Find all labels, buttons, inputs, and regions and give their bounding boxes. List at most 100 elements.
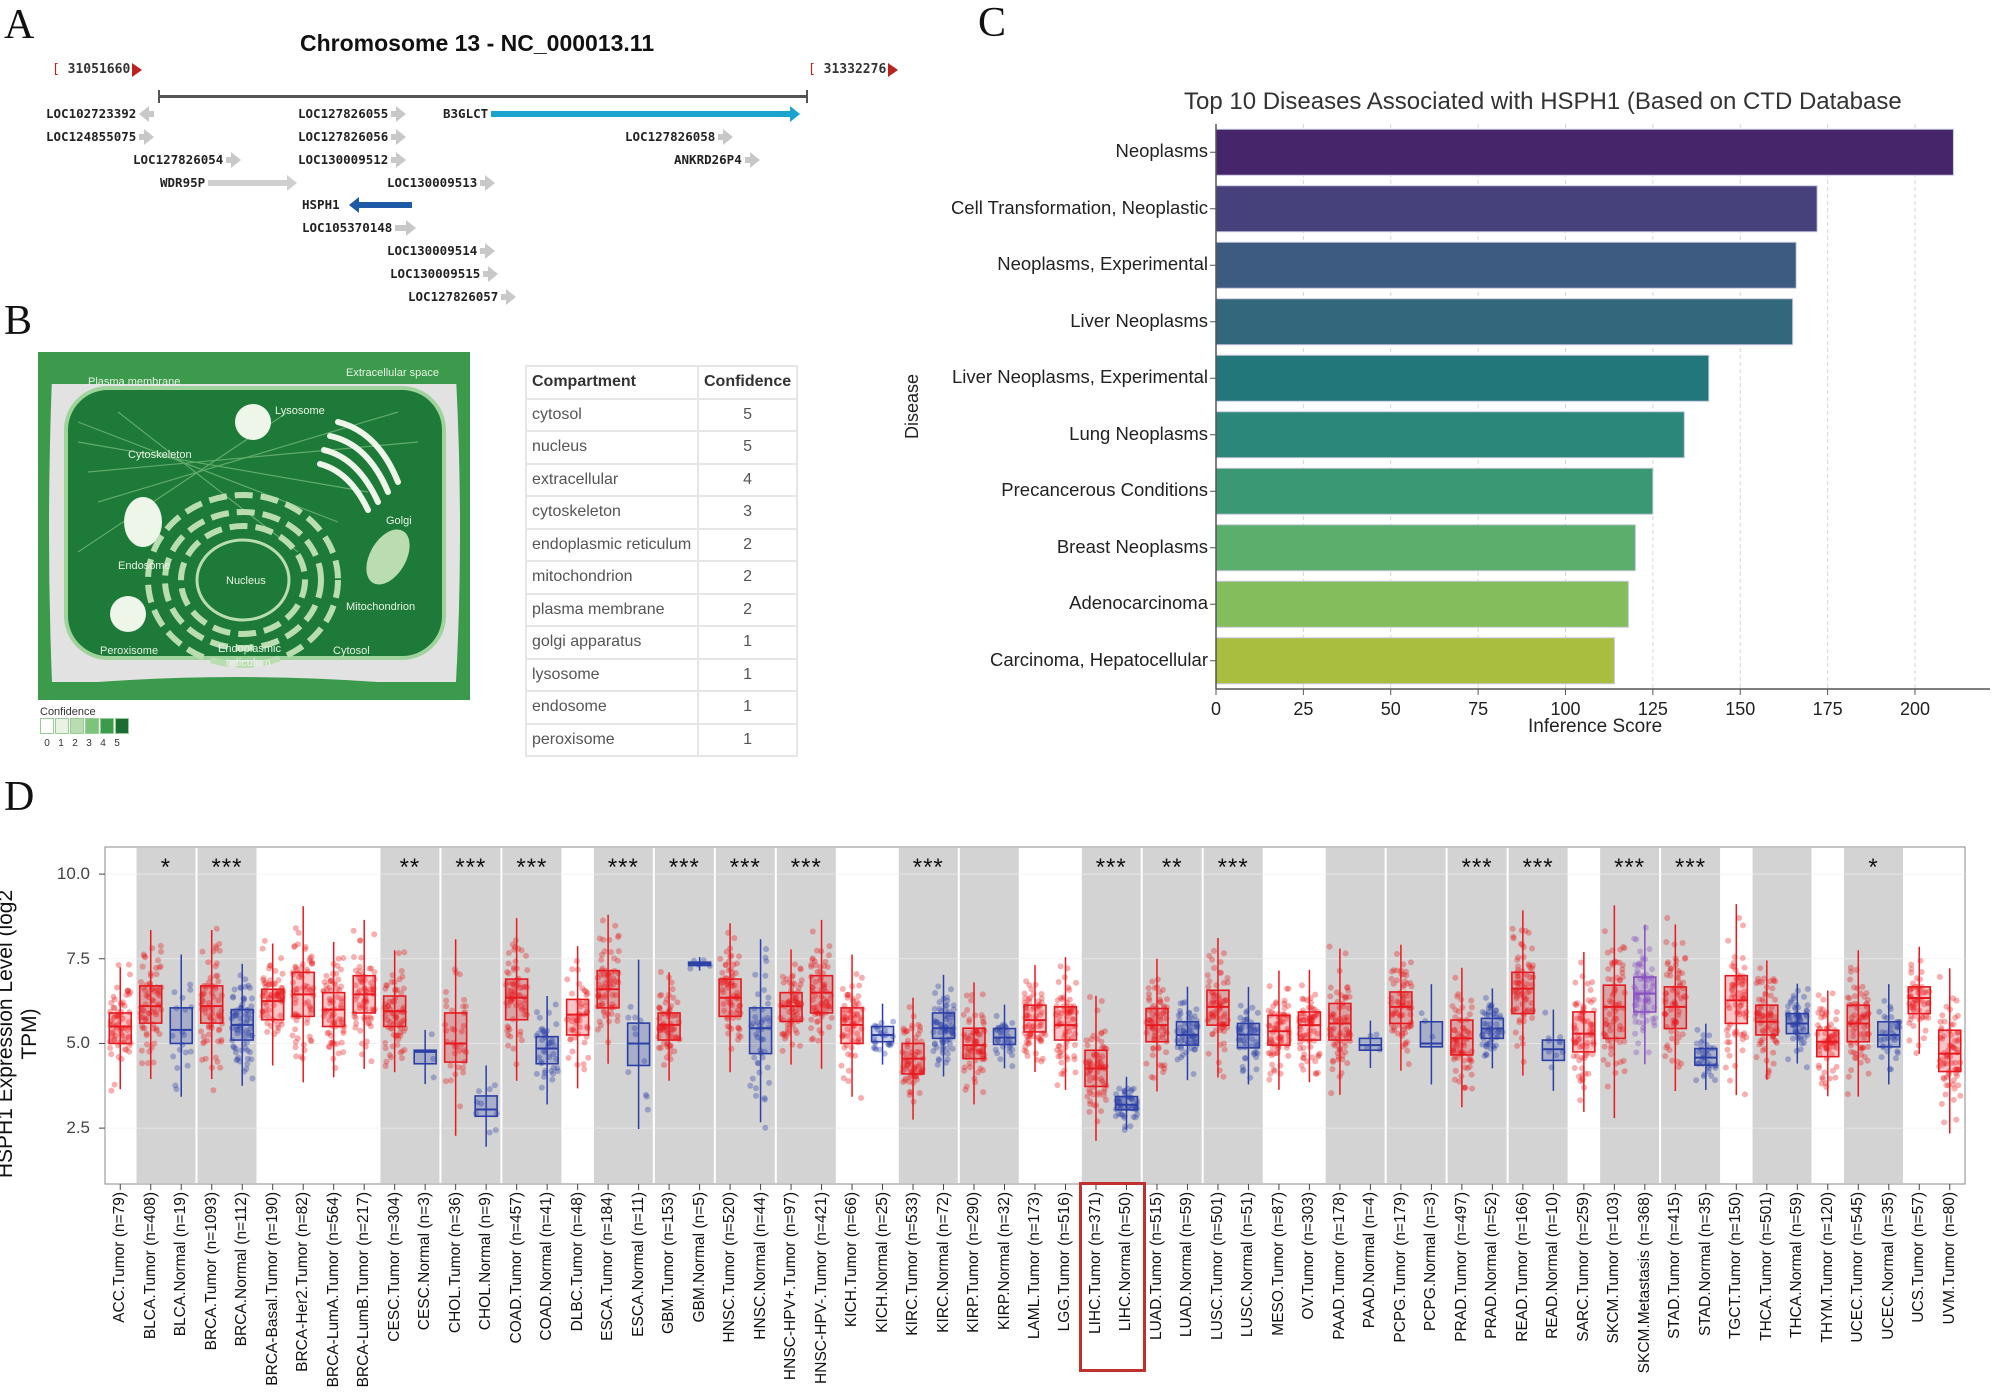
jitter-point [338, 1019, 345, 1026]
jitter-point [382, 1045, 389, 1052]
jitter-point [292, 1026, 299, 1033]
jitter-point [476, 1088, 483, 1095]
gene-item[interactable]: WDR95P [160, 174, 298, 191]
jitter-point [357, 1027, 364, 1034]
category-label: BRCA.Normal (n=112) [233, 1192, 251, 1347]
end-coordinate: [ 31332276 [808, 62, 899, 77]
jitter-point [1510, 933, 1517, 940]
jitter-point [111, 1037, 118, 1044]
jitter-point [202, 1055, 209, 1062]
category-label: Precancerous Conditions [1001, 479, 1208, 501]
gene-name: LOC127826057 [408, 289, 499, 304]
jitter-point [1481, 1052, 1488, 1059]
jitter-point [1612, 1069, 1619, 1076]
jitter-point [1066, 986, 1073, 993]
jitter-point [872, 1046, 879, 1053]
jitter-point [1892, 1055, 1899, 1062]
jitter-point [1801, 1039, 1808, 1046]
jitter-point [993, 1012, 1000, 1019]
jitter-point [1576, 1097, 1583, 1104]
jitter-point [1770, 1049, 1777, 1056]
jitter-point [398, 1020, 405, 1027]
box-tumor [320, 941, 348, 1078]
jitter-point [275, 993, 282, 1000]
cell-labels: Plasma membrane Extracellular space Lyso… [88, 367, 439, 669]
jitter-point [972, 1012, 979, 1019]
jitter-point [266, 1007, 273, 1014]
gene-item[interactable]: LOC130009514 [387, 242, 496, 259]
jitter-point [324, 986, 331, 993]
jitter-point [396, 976, 403, 983]
gene-item[interactable]: LOC124855075 [46, 128, 155, 145]
gene-item[interactable]: LOC127826056 [298, 128, 407, 145]
jitter-point [307, 1004, 314, 1011]
jitter-point [1859, 1044, 1866, 1051]
jitter-point [352, 982, 359, 989]
jitter-point [275, 1024, 282, 1031]
jitter-point [1096, 1091, 1103, 1098]
jitter-point [451, 966, 458, 973]
jitter-point [213, 973, 220, 980]
jitter-point [338, 983, 345, 990]
gene-item[interactable]: LOC102723392 [46, 105, 155, 122]
jitter-point [627, 1003, 634, 1010]
gene-item[interactable]: LOC105370148 [302, 219, 417, 236]
jitter-point [1492, 1011, 1499, 1018]
jitter-point [808, 1025, 815, 1032]
jitter-point [1785, 1056, 1792, 1063]
jitter-point [152, 1009, 159, 1016]
jitter-point [1488, 1004, 1495, 1011]
jitter-point [797, 981, 804, 988]
gene-item[interactable]: LOC127826057 [408, 288, 517, 305]
jitter-point [122, 1046, 129, 1053]
jitter-point [230, 1043, 237, 1050]
legend-level: 0 [44, 738, 50, 749]
jitter-point [1829, 990, 1836, 997]
jitter-point [751, 1054, 758, 1061]
jitter-point [549, 1076, 556, 1083]
jitter-point [505, 970, 512, 977]
gene-item[interactable]: B3GLCT [443, 105, 801, 122]
jitter-point [1373, 1031, 1380, 1038]
jitter-point [215, 1011, 222, 1018]
category-label: Liver Neoplasms, Experimental [951, 366, 1208, 388]
jitter-point [187, 986, 194, 993]
jitter-point [357, 937, 364, 944]
gene-item[interactable]: ANKRD26P4 [674, 151, 760, 168]
jitter-point [174, 1065, 181, 1072]
jitter-point [124, 1027, 131, 1034]
jitter-point [443, 997, 450, 1004]
jitter-point [949, 1045, 956, 1052]
jitter-point [1941, 1119, 1948, 1126]
gene-item[interactable]: LOC127826058 [625, 128, 734, 145]
jitter-point [1663, 939, 1670, 946]
jitter-point [824, 964, 831, 971]
jitter-point [1698, 1039, 1705, 1046]
jitter-point [966, 1016, 973, 1023]
jitter-point [150, 1025, 157, 1032]
jitter-point [1723, 1027, 1730, 1034]
compartment-cell: cytoskeleton [525, 495, 699, 530]
jitter-point [333, 970, 340, 977]
table-row: mitochondrion 2 [525, 560, 799, 595]
gene-item-hsph1[interactable]: HSPH1 [302, 196, 412, 213]
jitter-point [387, 1019, 394, 1026]
jitter-point [1191, 1046, 1198, 1053]
jitter-point [1163, 996, 1170, 1003]
jitter-point [518, 1037, 525, 1044]
jitter-point [1221, 1040, 1228, 1047]
gene-item[interactable]: LOC127826054 [133, 151, 242, 168]
jitter-point [234, 1056, 241, 1063]
jitter-point [143, 1032, 150, 1039]
jitter-point [533, 1070, 540, 1077]
significance-marker: ** [399, 854, 421, 881]
gene-item[interactable]: LOC127826055 [298, 105, 407, 122]
gene-item[interactable]: LOC130009515 [390, 265, 499, 282]
gene-item[interactable]: LOC130009513 [387, 174, 496, 191]
gene-item[interactable]: LOC130009512 [298, 151, 407, 168]
category-label: LAML.Tumor (n=173) [1026, 1192, 1043, 1340]
iqr-box [992, 1027, 1017, 1046]
jitter-point [216, 947, 223, 954]
jitter-point [961, 1067, 968, 1074]
jitter-point [187, 1048, 194, 1055]
